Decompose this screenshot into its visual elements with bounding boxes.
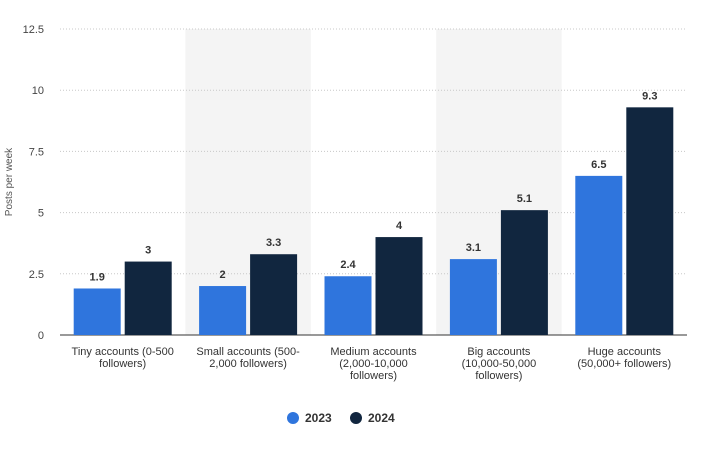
category-bands bbox=[185, 29, 562, 335]
data-label: 2.4 bbox=[340, 259, 356, 271]
y-tick-label: 7.5 bbox=[29, 146, 44, 158]
data-label: 4 bbox=[396, 220, 403, 232]
x-category-label: Medium accounts (2,000-10,000 followers) bbox=[330, 346, 417, 382]
data-labels: 1.9 3 2 3.3 2.4 4 3.1 5.1 6.5 9.3 bbox=[90, 90, 658, 283]
bar-2023[interactable] bbox=[324, 276, 372, 335]
y-axis-ticks: 0 2.5 5 7.5 10 12.5 bbox=[23, 24, 44, 342]
x-category-label: Big accounts (10,000-50,000 followers) bbox=[462, 346, 537, 382]
bar-2024[interactable] bbox=[626, 107, 674, 335]
legend-label: 2024 bbox=[368, 411, 395, 425]
data-label: 1.9 bbox=[90, 271, 105, 283]
data-label: 9.3 bbox=[642, 90, 657, 102]
bar-2024[interactable] bbox=[375, 237, 423, 335]
data-label: 6.5 bbox=[591, 159, 606, 171]
legend-marker bbox=[350, 412, 362, 424]
legend[interactable]: 2023 2024 bbox=[287, 411, 395, 425]
legend-item-2023[interactable]: 2023 bbox=[287, 411, 332, 425]
bar-2023[interactable] bbox=[575, 175, 623, 335]
data-label: 3.1 bbox=[466, 242, 481, 254]
x-axis-categories: Tiny accounts (0-500 followers) Small acco… bbox=[72, 346, 672, 382]
bar-2024[interactable] bbox=[124, 261, 172, 335]
data-label: 3 bbox=[145, 245, 151, 257]
y-tick-label: 5 bbox=[38, 208, 44, 220]
y-tick-label: 10 bbox=[32, 85, 44, 97]
bar-2024[interactable] bbox=[500, 210, 548, 335]
data-label: 5.1 bbox=[517, 193, 532, 205]
x-category-label: Huge accounts (50,000+ followers) bbox=[577, 346, 671, 370]
bar-2023[interactable] bbox=[199, 286, 247, 335]
data-label: 2 bbox=[220, 269, 226, 281]
y-axis-title: Posts per week bbox=[4, 147, 15, 216]
y-tick-label: 2.5 bbox=[29, 269, 44, 281]
legend-label: 2023 bbox=[305, 411, 332, 425]
bar-2023[interactable] bbox=[449, 259, 497, 335]
x-category-label: Tiny accounts (0-500 followers) bbox=[72, 346, 174, 370]
bars bbox=[73, 107, 674, 335]
y-tick-label: 0 bbox=[38, 330, 44, 342]
legend-item-2024[interactable]: 2024 bbox=[350, 411, 395, 425]
legend-marker bbox=[287, 412, 299, 424]
x-category-label: Small accounts (500-2,000 followers) bbox=[196, 346, 300, 370]
y-tick-label: 12.5 bbox=[23, 24, 44, 36]
bar-2024[interactable] bbox=[250, 254, 298, 335]
bar-2023[interactable] bbox=[73, 288, 121, 335]
data-label: 3.3 bbox=[266, 237, 281, 249]
